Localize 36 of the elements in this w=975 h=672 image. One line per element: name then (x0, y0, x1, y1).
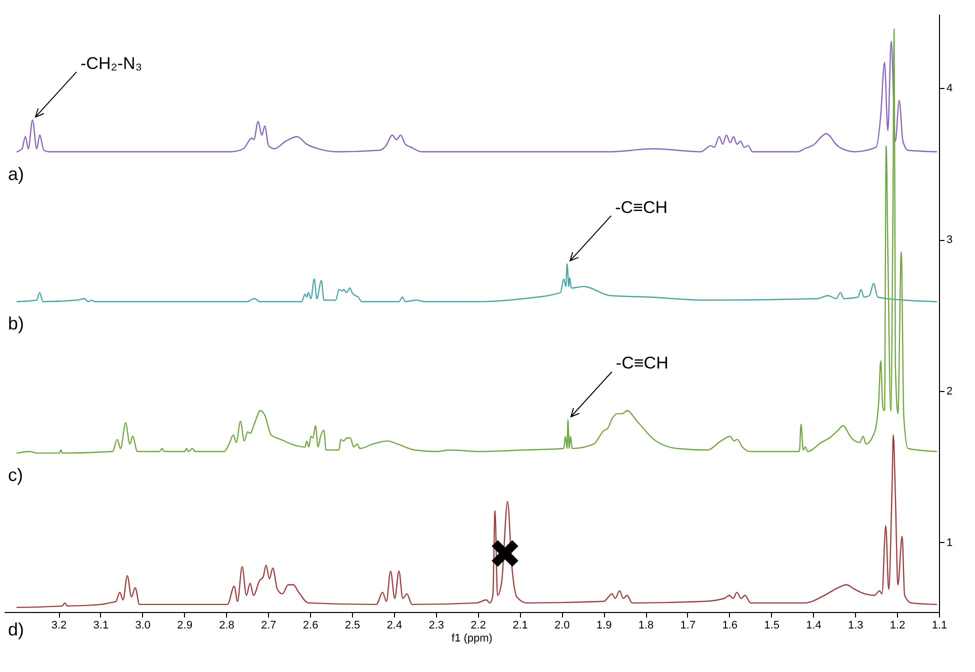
line-series (16, 40, 938, 152)
x-tick-label: 2.6 (302, 620, 318, 632)
x-tick-label: 2.8 (219, 620, 234, 632)
x-tick-label: 2.9 (177, 620, 192, 632)
line-series (16, 263, 938, 302)
x-tick-label: 1.2 (890, 620, 906, 632)
x-tick-label: 1.6 (722, 620, 738, 632)
x-tick-label: 3.0 (135, 620, 151, 632)
x-tick-label: 1.7 (680, 620, 696, 632)
x-tick-label: 1.3 (848, 620, 864, 632)
series-label: d) (8, 619, 24, 640)
x-tick-label: 2.2 (470, 620, 486, 632)
y-tick-label: 1 (946, 536, 953, 549)
x-tick-label: 2.0 (554, 620, 570, 632)
y-tick-label: 3 (946, 234, 953, 246)
x-tick-label: 2.7 (261, 620, 276, 632)
x-tick-label: 1.8 (638, 620, 654, 632)
x-tick-label: 1.9 (596, 620, 612, 632)
x-tick-label: 2.4 (386, 620, 402, 632)
x-tick-label: 1.5 (764, 620, 780, 632)
y-tick-label: 2 (946, 385, 953, 398)
annotation: -CH₂-N₃ (80, 54, 142, 73)
series-label: b) (8, 314, 24, 334)
x-tick-label: 1.4 (806, 620, 822, 632)
annotation: -C≡CH (616, 354, 668, 373)
x-tick-label: 3.1 (93, 620, 109, 632)
x-axis-title: f1 (ppm) (452, 632, 492, 644)
x-tick-label: 2.1 (512, 620, 528, 632)
x-tick-label: 1.1 (932, 620, 948, 632)
annotation: -C≡CH (615, 198, 668, 217)
x-tick-label: 2.5 (344, 620, 360, 632)
y-tick-label: 4 (946, 82, 953, 95)
series-label: c) (8, 465, 23, 486)
series-label: a) (8, 164, 24, 184)
x-tick-label: 2.3 (428, 620, 444, 632)
x-tick-label: 3.2 (51, 620, 67, 632)
